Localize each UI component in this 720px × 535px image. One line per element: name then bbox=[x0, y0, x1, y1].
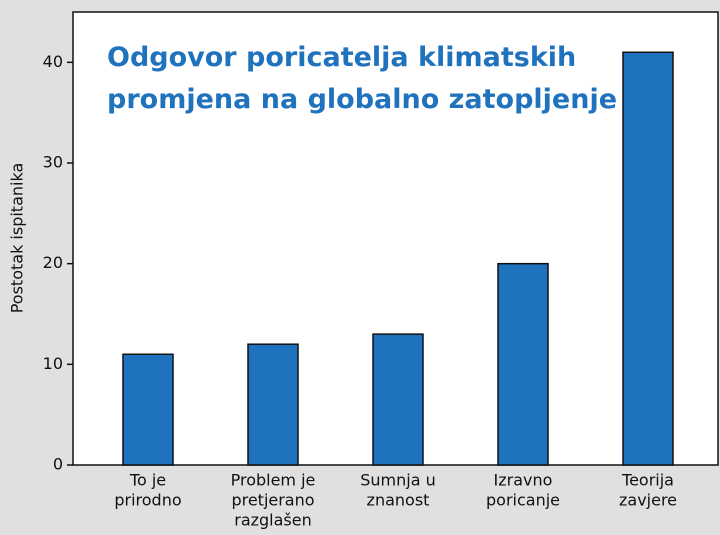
x-tick-label: pretjerano bbox=[231, 491, 314, 510]
x-tick-label: znanost bbox=[367, 491, 430, 510]
x-tick-label: zavjere bbox=[619, 491, 677, 510]
x-tick-label: Teorija bbox=[621, 471, 674, 490]
y-tick-label: 0 bbox=[53, 455, 63, 474]
bar bbox=[122, 353, 174, 466]
y-tick-label: 10 bbox=[43, 354, 63, 373]
x-tick-label: To je bbox=[129, 471, 166, 490]
y-axis-label: Postotak ispitanika bbox=[8, 163, 27, 314]
bar bbox=[372, 333, 424, 466]
y-tick-label: 30 bbox=[43, 153, 63, 172]
chart-title: promjena na globalno zatopljenje bbox=[107, 84, 617, 115]
x-tick-label: Problem je bbox=[231, 471, 316, 490]
chart-title: Odgovor poricatelja klimatskih bbox=[107, 42, 576, 73]
bar bbox=[497, 262, 549, 466]
x-tick-label: Sumnja u bbox=[360, 471, 436, 490]
bar bbox=[247, 343, 299, 466]
x-tick-label: Izravno bbox=[494, 471, 553, 490]
x-tick-label: razglašen bbox=[234, 511, 312, 530]
y-tick-label: 40 bbox=[43, 52, 63, 71]
x-tick-label: prirodno bbox=[114, 491, 181, 510]
bar bbox=[622, 51, 674, 466]
y-tick-label: 20 bbox=[43, 253, 63, 272]
x-tick-label: poricanje bbox=[486, 491, 560, 510]
